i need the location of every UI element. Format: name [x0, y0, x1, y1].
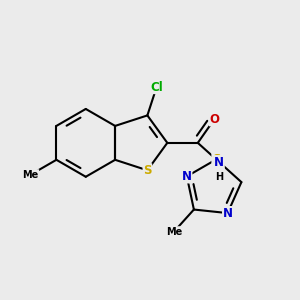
- Text: N: N: [182, 170, 192, 183]
- Text: S: S: [143, 164, 152, 177]
- Text: H: H: [215, 172, 223, 182]
- Text: Me: Me: [166, 227, 182, 237]
- Text: Me: Me: [22, 170, 39, 180]
- Text: Cl: Cl: [150, 81, 163, 94]
- Text: N: N: [223, 207, 232, 220]
- Text: S: S: [212, 153, 220, 166]
- Text: N: N: [214, 156, 224, 169]
- Text: O: O: [209, 113, 219, 126]
